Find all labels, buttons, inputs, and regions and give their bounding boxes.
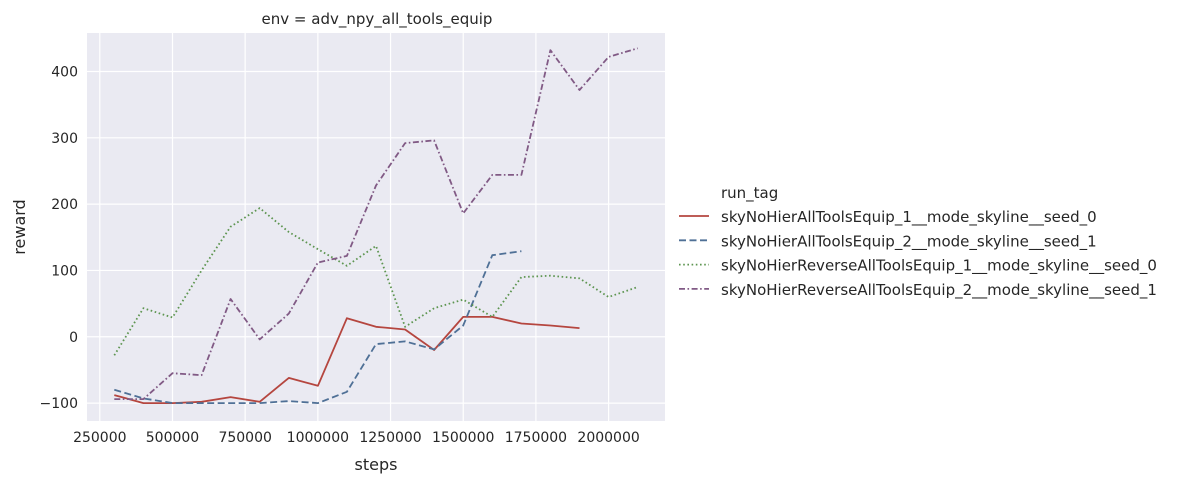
series-line-2: [114, 250, 522, 405]
x-tick-label: 2000000: [577, 430, 639, 446]
x-tick-label: 1500000: [432, 430, 494, 446]
series-group: [113, 47, 638, 405]
x-tick-label: 500000: [146, 430, 199, 446]
y-tick-label: −100: [40, 396, 78, 412]
x-axis-label: steps: [355, 455, 398, 474]
x-tick-label: 1750000: [505, 430, 567, 446]
grid: [87, 33, 665, 421]
legend-label: skyNoHierAllToolsEquip_2__mode_skyline__…: [721, 232, 1097, 251]
legend: run_tag skyNoHierAllToolsEquip_1__mode_s…: [679, 184, 1157, 300]
series-line-4: [114, 47, 638, 401]
chart-title: env = adv_npy_all_tools_equip: [262, 10, 493, 29]
legend-title: run_tag: [721, 184, 778, 203]
y-tick-label: 300: [51, 131, 78, 147]
x-axis-ticks: 250000 500000 750000 1000000 1250000 1500000 1…: [73, 430, 640, 446]
y-tick-label: 100: [51, 263, 78, 279]
legend-label: skyNoHierAllToolsEquip_1__mode_skyline__…: [721, 208, 1097, 227]
y-tick-label: 200: [51, 197, 78, 213]
series-line-3: [113, 207, 638, 356]
y-tick-label: 0: [69, 330, 78, 346]
x-tick-label: 250000: [73, 430, 126, 446]
y-axis-label: reward: [10, 199, 29, 254]
plot-background: [87, 33, 665, 421]
y-tick-label: 400: [51, 64, 78, 80]
y-axis-ticks: −100 0 100 200 300 400: [40, 64, 78, 412]
x-tick-label: 1000000: [287, 430, 349, 446]
x-tick-label: 1250000: [359, 430, 421, 446]
x-tick-label: 750000: [218, 430, 271, 446]
legend-label: skyNoHierReverseAllToolsEquip_2__mode_sk…: [721, 281, 1157, 300]
legend-label: skyNoHierReverseAllToolsEquip_1__mode_sk…: [721, 257, 1157, 276]
